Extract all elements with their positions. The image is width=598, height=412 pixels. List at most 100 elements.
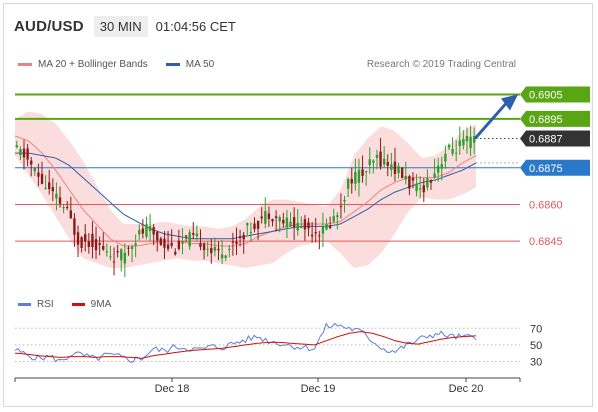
candle xyxy=(469,125,472,157)
candle-body xyxy=(267,213,271,219)
candle-body xyxy=(458,140,461,146)
candle xyxy=(206,241,209,257)
candle xyxy=(354,158,357,191)
candle xyxy=(458,126,461,155)
candle xyxy=(249,222,253,243)
legend-swatch-rsi xyxy=(18,303,31,306)
rsi-ma-line xyxy=(14,331,477,359)
candle-body xyxy=(98,243,101,246)
candle-body xyxy=(350,178,353,184)
candle xyxy=(228,244,231,258)
candle xyxy=(220,240,224,265)
candle-body xyxy=(408,176,411,189)
price-label-box xyxy=(520,110,590,127)
candle-body xyxy=(116,251,119,253)
candle-body xyxy=(303,219,307,230)
candle xyxy=(278,215,281,233)
candle-body xyxy=(181,241,184,244)
candle-body xyxy=(249,232,253,234)
candle xyxy=(184,234,188,242)
candle-body xyxy=(361,169,364,176)
candle xyxy=(174,248,177,256)
price-label-box xyxy=(520,130,590,147)
candle-body xyxy=(166,244,170,249)
candle-body xyxy=(55,193,58,199)
candle xyxy=(76,225,80,258)
candle xyxy=(69,196,73,219)
candle xyxy=(192,222,195,240)
candle-body xyxy=(228,248,231,251)
candle-body xyxy=(321,226,325,234)
candle xyxy=(40,161,44,185)
candle-body xyxy=(120,249,123,261)
legend-swatch-rsi-ma xyxy=(71,303,85,306)
rsi-tick-label: 30 xyxy=(530,357,542,369)
candle-body xyxy=(156,232,159,241)
candle-body xyxy=(235,241,238,244)
candle-body xyxy=(444,153,447,162)
candle xyxy=(285,209,289,238)
price-label-box xyxy=(520,159,590,176)
candle-body xyxy=(48,182,51,190)
candle xyxy=(116,244,119,258)
forecast-arrow-shaft xyxy=(474,101,508,139)
candle xyxy=(303,214,307,241)
candle-body xyxy=(357,169,361,183)
candle xyxy=(15,140,19,149)
forecast-arrow-head xyxy=(501,94,518,111)
candle-body xyxy=(40,173,44,184)
candle xyxy=(120,248,123,272)
candle xyxy=(58,186,62,208)
timeframe-badge[interactable]: 30 MIN xyxy=(93,15,148,37)
candle-body xyxy=(390,164,393,170)
candle-body xyxy=(343,199,346,202)
candle-body xyxy=(462,138,465,146)
candle-body xyxy=(76,232,80,245)
candle xyxy=(145,216,148,240)
candle xyxy=(238,229,242,247)
candle-body xyxy=(84,234,87,242)
candle xyxy=(33,166,37,176)
candle-body xyxy=(148,226,152,232)
candle xyxy=(314,217,317,243)
candle-body xyxy=(429,180,433,183)
price-label-0-6895: 0.6895 xyxy=(520,110,590,127)
ma50-line xyxy=(15,152,477,240)
candle xyxy=(66,201,69,211)
price-legend: MA 20 + Bollinger Bands MA 50 xyxy=(18,59,232,70)
candle-body xyxy=(127,247,130,249)
candle-body xyxy=(109,256,112,258)
candle xyxy=(393,147,397,182)
candle-body xyxy=(188,232,191,247)
candle xyxy=(130,244,134,263)
candle-body xyxy=(307,222,310,229)
candle xyxy=(123,243,127,278)
candle xyxy=(138,224,141,241)
candle-body xyxy=(202,243,206,250)
candle xyxy=(350,167,353,194)
candle xyxy=(264,197,267,229)
candle-body xyxy=(285,217,289,228)
candle-body xyxy=(62,207,65,209)
rsi-legend: RSI 9MA xyxy=(18,299,129,310)
candle-body xyxy=(379,151,382,167)
candle-body xyxy=(469,136,472,149)
candle-body xyxy=(260,216,263,219)
candle xyxy=(80,236,83,253)
candle xyxy=(166,230,170,252)
candle-body xyxy=(465,135,469,142)
candle-body xyxy=(134,243,137,246)
candle-body xyxy=(87,241,91,247)
candle-body xyxy=(123,252,127,264)
candle-body xyxy=(184,235,188,237)
candle xyxy=(134,234,137,258)
candle xyxy=(51,178,55,202)
candle-body xyxy=(274,216,278,218)
candle xyxy=(48,169,51,195)
candle-body xyxy=(91,233,94,248)
candle-body xyxy=(282,219,285,224)
candle xyxy=(224,254,227,261)
candle-body xyxy=(33,167,37,172)
candle-body xyxy=(73,218,76,235)
candle-body xyxy=(246,223,249,226)
